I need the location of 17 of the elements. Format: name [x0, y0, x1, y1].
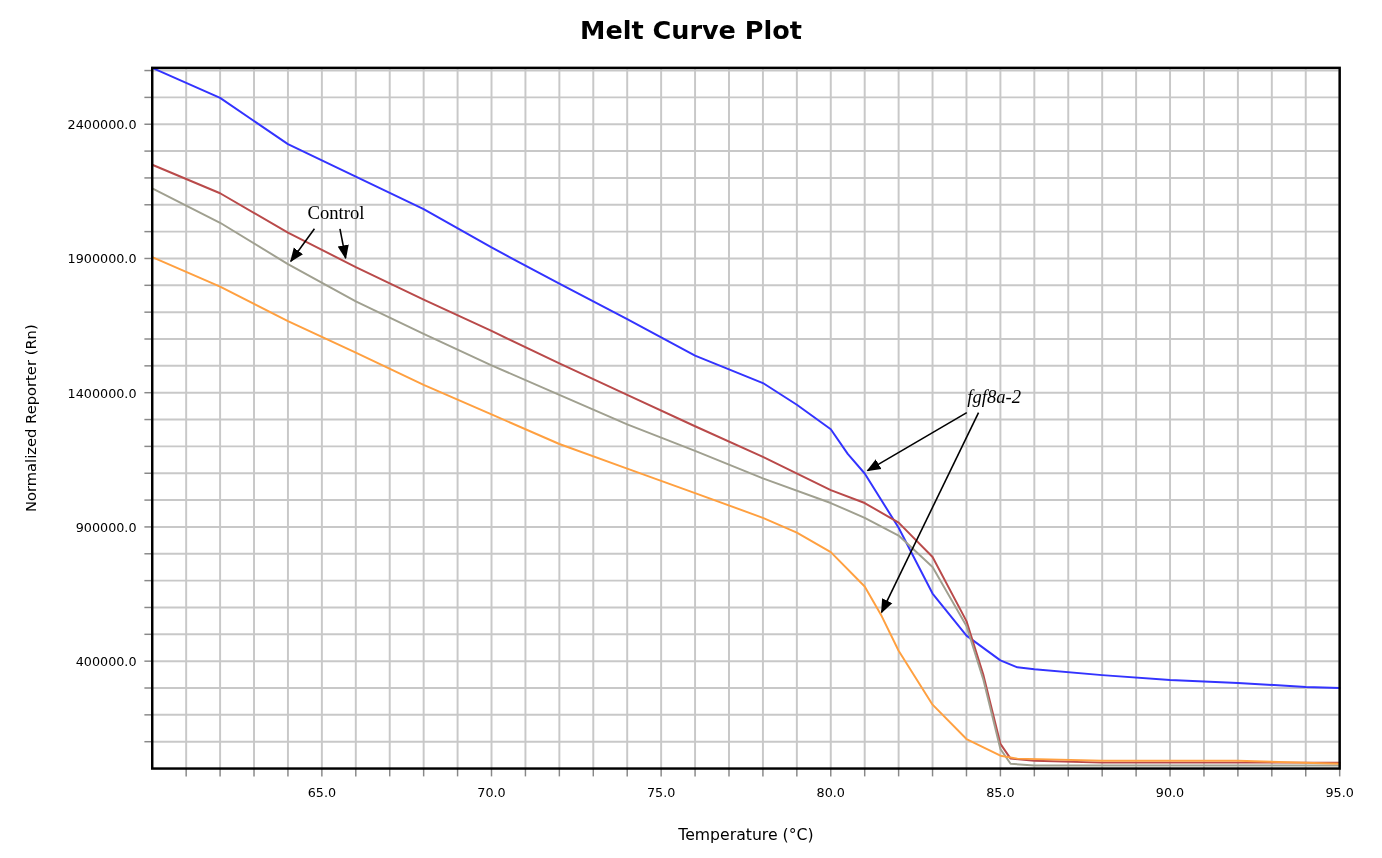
x-tick-label: 95.0	[1325, 785, 1354, 801]
x-tick-label: 70.0	[477, 785, 506, 801]
chart-title: Melt Curve Plot	[580, 15, 802, 46]
y-tick-label: 1400000.0	[67, 385, 137, 401]
y-tick-label: 900000.0	[75, 519, 137, 535]
x-tick-label: 65.0	[307, 785, 337, 801]
annotation: fgf8a-2	[967, 385, 1022, 407]
y-tick-label: 400000.0	[75, 654, 137, 670]
y-tick-label: 1900000.0	[67, 251, 137, 267]
annotation: Control	[307, 201, 365, 223]
x-tick-label: 75.0	[646, 785, 676, 801]
y-tick-label: 2400000.0	[67, 117, 137, 133]
x-tick-label: 80.0	[816, 785, 845, 801]
y-axis-title: Normalized Reporter (Rn)	[22, 324, 40, 513]
x-tick-label: 90.0	[1155, 785, 1185, 801]
x-tick-label: 85.0	[986, 785, 1015, 801]
x-axis-title: Temperature (°C)	[677, 825, 814, 845]
